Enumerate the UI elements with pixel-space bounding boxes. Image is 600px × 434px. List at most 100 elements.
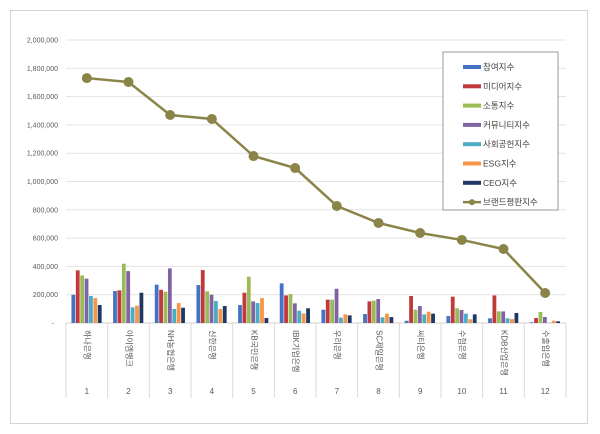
brand-index-point	[81, 73, 92, 84]
bar-7	[389, 317, 394, 323]
bar-7	[431, 313, 435, 323]
bar-5	[89, 295, 93, 323]
bar-7	[181, 307, 185, 323]
category-label: SC제일은행	[374, 330, 384, 371]
legend-label: 사회공헌지수	[483, 139, 530, 149]
bar-3	[205, 291, 210, 323]
legend-swatch	[463, 122, 481, 127]
bar-2	[242, 292, 247, 323]
bar-3	[371, 300, 376, 323]
bar-3	[121, 263, 126, 323]
y-tick-label: 1,200,000	[27, 151, 58, 158]
bar-6	[510, 319, 514, 323]
bar-1	[154, 284, 159, 323]
bar-2	[159, 289, 163, 323]
category-label: 신한은행	[208, 330, 218, 359]
rank-label: 5	[251, 387, 256, 396]
bar-1	[529, 322, 534, 323]
category-label: KDB산업은행	[499, 330, 509, 376]
rank-label: 3	[168, 387, 173, 396]
bar-4	[417, 306, 422, 323]
bar-6	[301, 313, 306, 323]
brand-index-point	[373, 217, 384, 228]
y-tick-label: 800,000	[33, 207, 58, 214]
rank-label: 8	[376, 387, 381, 396]
bar-1	[279, 283, 284, 323]
category-label: 우리은행	[333, 330, 343, 359]
category-label: NH농협은행	[166, 330, 176, 371]
bar-6	[135, 305, 139, 323]
bar-5	[172, 308, 177, 323]
bar-7	[306, 308, 310, 323]
bar-7	[222, 306, 227, 323]
bar-4	[126, 271, 131, 323]
bar-6	[218, 308, 223, 323]
brand-index-point	[456, 234, 467, 245]
bar-4	[84, 278, 89, 323]
bar-1	[488, 318, 492, 323]
rank-label: 12	[541, 387, 550, 396]
bar-6	[385, 313, 389, 323]
category-label: 아이엠뱅크	[124, 330, 134, 367]
y-tick-label: 400,000	[33, 264, 58, 271]
chart-frame	[10, 10, 588, 424]
brand-index-point	[165, 109, 176, 120]
category-label: 씨티은행	[416, 330, 426, 359]
bar-1	[238, 305, 242, 323]
brand-index-point	[206, 113, 217, 124]
bar-7	[139, 292, 144, 323]
bar-5	[130, 307, 135, 323]
bar-5	[464, 313, 468, 323]
bar-2	[367, 301, 372, 323]
legend-label: CEO지수	[483, 178, 517, 188]
y-tick-label: 1,000,000	[27, 179, 58, 186]
bar-7	[347, 315, 352, 323]
bar-2	[75, 270, 80, 323]
bar-4	[501, 311, 506, 323]
rank-label: 4	[210, 387, 215, 396]
brand-index-point	[498, 243, 509, 254]
brand-index-point	[248, 151, 259, 162]
bar-1	[321, 309, 326, 323]
rank-label: 6	[293, 387, 298, 396]
bar-3	[163, 291, 168, 323]
brand-index-point	[540, 288, 551, 299]
category-label: 수출입은행	[541, 330, 551, 367]
bar-5	[505, 318, 510, 323]
brand-index-point	[290, 163, 301, 174]
bar-2	[409, 295, 413, 323]
legend-label: 참여지수	[483, 62, 514, 72]
bar-1	[113, 291, 117, 323]
legend-marker	[469, 199, 475, 206]
bar-1	[446, 316, 451, 323]
bar-4	[167, 268, 172, 323]
bar-2	[325, 299, 330, 323]
bar-4	[542, 317, 547, 323]
category-label: 수협은행	[458, 330, 468, 359]
bar-6	[551, 320, 556, 323]
bar-2	[200, 270, 205, 323]
bar-7	[97, 305, 102, 323]
legend-label: ESG지수	[483, 159, 517, 169]
bar-3	[538, 311, 543, 323]
bar-3	[496, 311, 501, 323]
rank-label: 7	[335, 387, 340, 396]
bar-4	[376, 299, 381, 323]
brand-index-point	[123, 77, 134, 88]
bar-4	[209, 294, 214, 323]
y-tick-label: -	[52, 321, 55, 328]
legend-box	[442, 51, 559, 211]
brand-index-line	[86, 76, 547, 294]
bar-1	[404, 320, 409, 323]
legend-label: 브랜드평판지수	[483, 197, 538, 207]
bar-5	[339, 317, 343, 323]
bar-2	[117, 290, 122, 323]
legend-swatch	[463, 84, 481, 89]
category-label: 하나은행	[83, 330, 93, 359]
category-label: KB국민은행	[249, 330, 259, 370]
legend-label: 소통지수	[483, 101, 514, 111]
legend-swatch	[463, 161, 481, 166]
y-tick-label: 1,800,000	[27, 66, 58, 73]
y-tick-label: 200,000	[33, 292, 58, 299]
